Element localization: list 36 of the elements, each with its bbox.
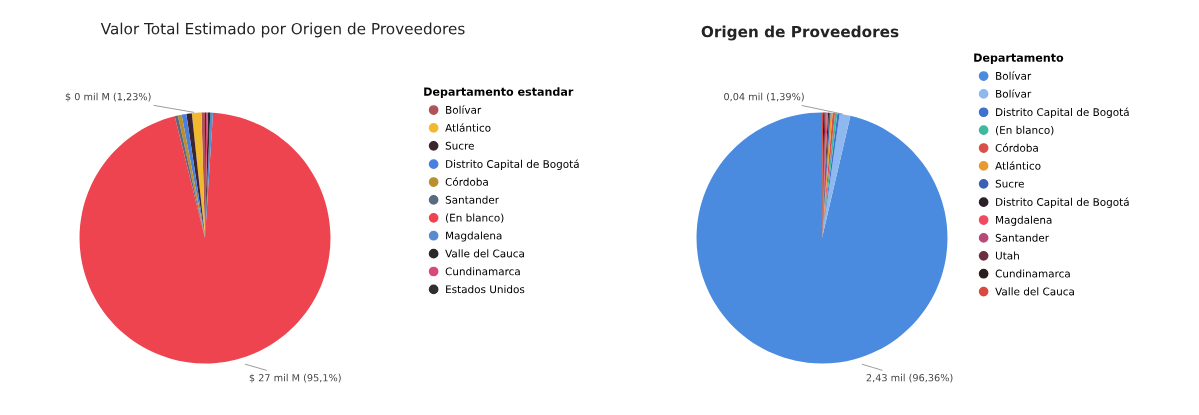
pie-slice: [696, 112, 948, 364]
legend-title: Departamento: [974, 53, 1064, 64]
legend-label: Bolívar: [446, 105, 482, 114]
pie-slice: [186, 113, 205, 238]
legend-label: Valle del Cauca: [995, 287, 1074, 296]
legend-label: (En blanco): [445, 213, 504, 223]
legend-label: Magdalena: [996, 215, 1052, 226]
legend-label: Distrito Capital de Bogotá: [996, 197, 1129, 208]
pie-slice: [79, 112, 331, 364]
legend-label: Sucre: [445, 141, 474, 150]
chart-title: Valor Total Estimado por Origen de Proveedores: [100, 22, 465, 38]
legend-label: Distrito Capital de Bogotá: [996, 107, 1129, 119]
legend-label: Bolívar: [996, 89, 1032, 98]
legend-label: Estados Unidos: [446, 285, 525, 294]
legend-label: Bolívar: [996, 71, 1032, 80]
legend-label: Córdoba: [995, 143, 1038, 152]
legend-label: Sucre: [995, 179, 1024, 188]
legend-label: Utah: [995, 251, 1019, 260]
legend-label: Valle del Cauca: [445, 249, 524, 258]
legend-label: Santander: [995, 233, 1050, 242]
legend-title: Departamento estandar: [424, 87, 574, 98]
data-label: 0,04 mil (1,39%): [724, 92, 804, 102]
legend-label: Atlántico: [445, 123, 491, 132]
legend-label: Distrito Capital de Bogotá: [446, 159, 579, 170]
legend-label: Santander: [445, 195, 500, 204]
chart-title: Origen de Proveedores: [701, 25, 899, 41]
legend-label: Córdoba: [445, 177, 488, 186]
legend-label: (En blanco): [995, 125, 1054, 136]
pie-slice: [822, 113, 851, 238]
data-label: $ 27 mil M (95,1%): [249, 373, 341, 383]
data-label: 2,43 mil (96,36%): [866, 373, 953, 383]
legend-label: Magdalena: [446, 231, 502, 242]
legend-label: Atlántico: [995, 161, 1041, 170]
data-label: $ 0 mil M (1,23%): [65, 92, 151, 102]
legend-label: Cundinamarca: [445, 267, 520, 276]
legend-label: Cundinamarca: [995, 269, 1070, 278]
